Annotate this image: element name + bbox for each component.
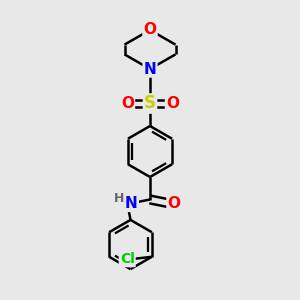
Text: O: O (121, 96, 134, 111)
Text: H: H (114, 192, 124, 205)
Text: O: O (166, 96, 179, 111)
Text: Cl: Cl (120, 252, 135, 266)
Text: N: N (144, 61, 156, 76)
Text: S: S (144, 94, 156, 112)
Text: N: N (125, 196, 138, 211)
Text: O: O (143, 22, 157, 38)
Text: O: O (167, 196, 181, 211)
